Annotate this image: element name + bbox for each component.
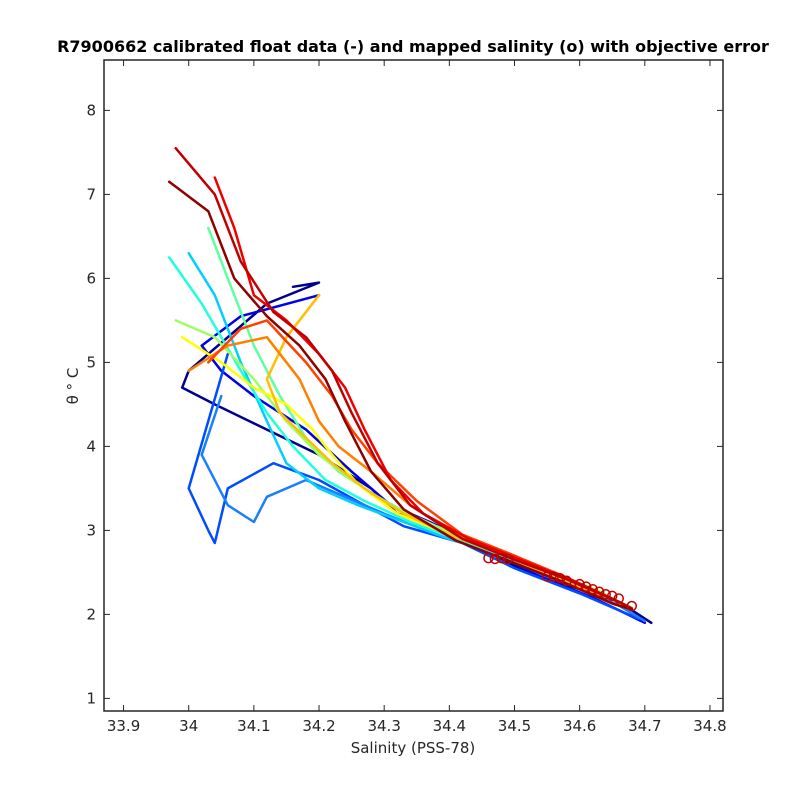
x-tick-label: 34.1 (237, 717, 270, 735)
x-tick-label: 34.4 (433, 717, 466, 735)
mapped-salinity-point (502, 553, 514, 565)
mapped-salinity-point (554, 573, 566, 584)
series-layer (167, 146, 653, 625)
profile-series-line (180, 335, 634, 610)
profile-series-line (167, 256, 627, 608)
x-tick-label: 34.6 (563, 717, 596, 735)
chart-title: R7900662 calibrated float data (-) and m… (57, 37, 769, 56)
mapped-salinity-point (561, 575, 572, 587)
y-axis: 1 2 3 4 5 6 7 8 (86, 101, 723, 707)
mapped-salinity-point (574, 578, 585, 590)
y-tick-label: 2 (86, 605, 96, 623)
mapped-salinity-point (489, 553, 501, 565)
x-tick-label: 34.8 (693, 717, 726, 735)
mapped-salinity-point (496, 552, 507, 564)
mapped-salinity-point (580, 581, 592, 592)
x-tick-label: 33.9 (107, 717, 140, 735)
mapped-salinity-point (483, 552, 494, 564)
plot-frame (103, 59, 724, 712)
x-axis: 33.9 34 34.1 34.2 34.3 34.4 34.5 34.6 34.7 34.8 (107, 60, 727, 735)
mapped-salinity-point (606, 590, 618, 602)
y-tick-label: 4 (86, 437, 96, 455)
mapped-salinity-point (593, 586, 605, 597)
y-tick-label: 8 (86, 101, 96, 119)
profile-series-line (187, 251, 620, 604)
mapped-points-layer (483, 552, 638, 612)
y-tick-label: 5 (86, 353, 96, 371)
mapped-salinity-point (541, 571, 553, 582)
profile-series-line (174, 319, 634, 611)
x-tick-label: 34.3 (367, 717, 400, 735)
y-axis-label: θ ° C (64, 368, 82, 405)
y-tick-label: 6 (86, 269, 96, 287)
x-tick-label: 34 (179, 717, 198, 735)
x-tick-label: 34.7 (628, 717, 661, 735)
profile-series-line (200, 293, 647, 625)
mapped-salinity-point (587, 583, 598, 595)
y-tick-label: 3 (86, 521, 96, 539)
mapped-salinity-point (626, 600, 638, 612)
profile-series-line (187, 352, 640, 620)
x-axis-label: Salinity (PSS-78) (351, 739, 476, 757)
mapped-salinity-point (600, 588, 611, 600)
y-tick-label: 1 (86, 689, 96, 707)
x-tick-label: 34.5 (498, 717, 531, 735)
y-tick-label: 7 (86, 185, 96, 203)
profile-series-line (265, 293, 634, 611)
mapped-salinity-point (613, 593, 624, 604)
plot-area (167, 146, 653, 625)
profile-series-line (180, 281, 653, 625)
x-tick-label: 34.2 (302, 717, 335, 735)
mapped-salinity-point (548, 571, 559, 582)
